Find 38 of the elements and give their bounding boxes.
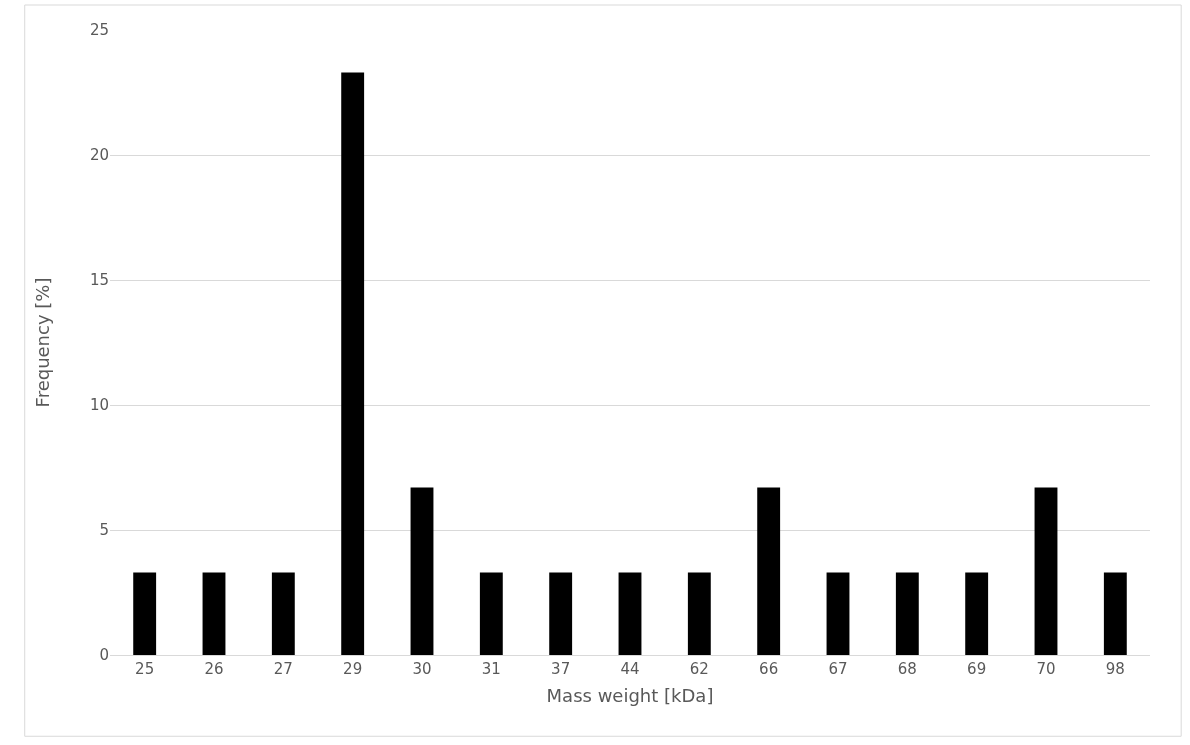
x-tick-label: 44 — [620, 660, 640, 678]
y-axis-title: Frequency [%] — [32, 277, 54, 408]
y-tick-label: 25 — [89, 21, 109, 40]
y-tick-label: 10 — [89, 396, 109, 415]
x-tick-label: 67 — [828, 660, 848, 678]
bar — [479, 572, 503, 655]
y-tick-label: 5 — [99, 521, 109, 540]
bar — [1034, 487, 1058, 655]
x-tick-label: 37 — [551, 660, 571, 678]
x-tick-label: 26 — [204, 660, 224, 678]
x-tick-label: 25 — [135, 660, 155, 678]
x-axis-title: Mass weight [kDa] — [546, 685, 714, 707]
y-tick-label: 20 — [89, 146, 109, 165]
x-tick-label: 68 — [897, 660, 917, 678]
bar — [133, 572, 157, 655]
x-tick-label: 30 — [412, 660, 432, 678]
bar — [618, 572, 642, 655]
bar — [965, 572, 989, 655]
bar — [341, 72, 365, 655]
y-tick-label: 15 — [89, 271, 109, 290]
bar — [826, 572, 850, 655]
bar — [410, 487, 434, 655]
x-tick-label: 69 — [967, 660, 987, 678]
bar — [895, 572, 919, 655]
x-tick-label: 31 — [481, 660, 501, 678]
bar — [1103, 572, 1127, 655]
bar — [549, 572, 573, 655]
bar — [271, 572, 295, 655]
x-tick-label: 70 — [1036, 660, 1056, 678]
y-tick-label: 0 — [99, 646, 109, 665]
x-tick-label: 66 — [759, 660, 779, 678]
x-tick-label: 62 — [689, 660, 709, 678]
bar — [202, 572, 226, 655]
bar — [687, 572, 711, 655]
bar — [757, 487, 781, 655]
x-tick-label: 27 — [273, 660, 293, 678]
x-tick-label: 98 — [1105, 660, 1125, 678]
x-tick-label: 29 — [343, 660, 363, 678]
